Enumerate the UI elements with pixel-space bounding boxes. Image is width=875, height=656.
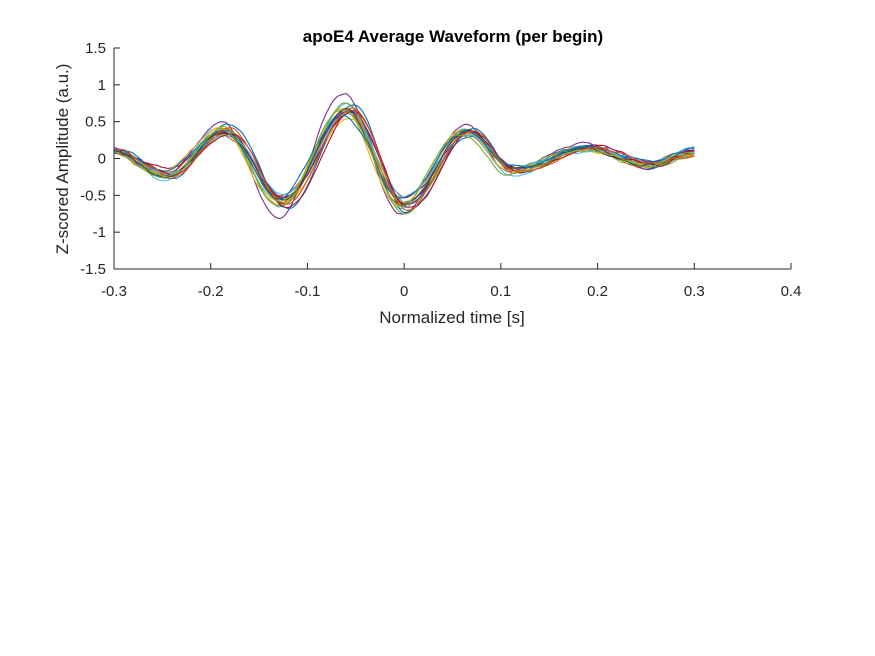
- waveform-series-6: [113, 102, 695, 210]
- x-tick-label: 0: [400, 283, 408, 300]
- x-axis-ticks: -0.3 -0.2 -0.1 0 0.1 0.2 0.3 0.4: [101, 263, 801, 300]
- chart-title: apoE4 Average Waveform (per begin): [303, 27, 603, 46]
- x-tick-label: 0.4: [781, 283, 802, 300]
- x-tick-label: -0.1: [294, 283, 320, 300]
- y-tick-label: -0.5: [80, 187, 106, 204]
- y-axis-label: Z-scored Amplitude (a.u.): [53, 64, 72, 255]
- y-tick-label: 1.5: [85, 40, 106, 57]
- x-tick-label: -0.2: [198, 283, 224, 300]
- waveform-series-18: [113, 109, 695, 207]
- waveform-traces: [113, 93, 695, 220]
- x-tick-label: 0.2: [587, 283, 608, 300]
- x-tick-label: 0.1: [490, 283, 511, 300]
- waveform-series-17: [113, 107, 695, 211]
- plot-area: -0.3 -0.2 -0.1 0 0.1 0.2 0.3 0.4 1.5 1 0.5 0 -0.5 -1…: [80, 40, 801, 300]
- y-axis-ticks: 1.5 1 0.5 0 -0.5 -1 -1.5: [80, 40, 120, 278]
- x-tick-label: 0.3: [684, 283, 705, 300]
- y-tick-label: 0.5: [85, 114, 106, 131]
- y-tick-label: -1.5: [80, 261, 106, 278]
- y-tick-label: 0: [98, 151, 106, 168]
- waveform-series-15: [113, 108, 695, 207]
- y-tick-label: 1: [98, 77, 106, 94]
- y-tick-label: -1: [93, 224, 106, 241]
- x-tick-label: -0.3: [101, 283, 127, 300]
- x-axis-label: Normalized time [s]: [379, 308, 524, 327]
